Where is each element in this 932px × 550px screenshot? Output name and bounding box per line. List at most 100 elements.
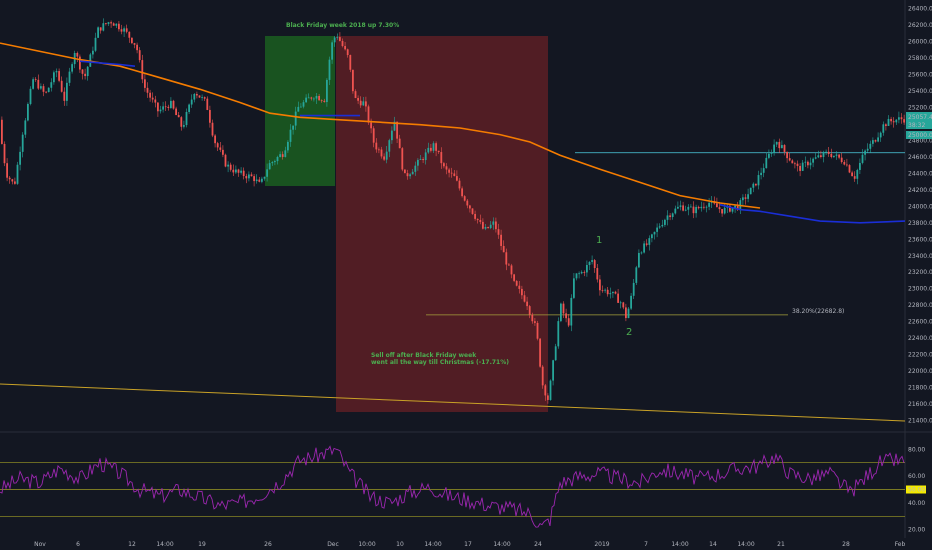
candle-body [513,274,515,281]
candle-body [479,220,482,222]
candle-body [643,243,645,253]
candle-body [848,165,851,173]
y-tick-label: 23200.0 [908,269,932,276]
y-tick-label: 22200.0 [908,352,932,359]
candle-body [144,79,146,88]
candle-body [729,205,731,212]
candle-body [385,151,388,160]
candle-body [640,252,643,254]
candle-body [794,163,796,165]
candle-body [752,183,755,188]
candle-body [677,206,679,209]
x-tick-label: 7 [644,541,648,548]
candle-body [492,221,495,225]
candle-body [55,71,58,73]
y-tick-label: 22000.0 [908,368,932,375]
candle-body [357,97,359,101]
candle-body [625,307,627,319]
candle-body [209,109,211,123]
candle-body [484,227,487,229]
candle-body [289,129,292,142]
candle-body [92,50,94,55]
candle-body [744,197,747,199]
candle-body [500,234,502,246]
candle-body [770,152,773,154]
candle-body [99,27,102,31]
y-tick-label: 25600.0 [908,71,932,78]
x-tick-label: 14 [709,541,717,548]
candle-body [201,97,203,98]
candle-body [112,23,115,26]
candle-body [874,140,877,142]
candle-body [830,153,833,157]
candle-body [648,238,651,245]
candle-body [297,106,300,112]
candle-body [284,150,287,157]
candle-body [762,168,765,173]
candle-body [791,160,794,164]
candle-body [560,303,562,322]
candle-body [375,142,378,150]
annotation-selloff-line1: Sell off after Black Friday week [371,352,477,359]
candle-body [71,64,73,72]
candle-body [359,100,362,106]
candle-body [214,135,216,144]
candle-body [255,179,258,182]
candle-body [19,151,21,165]
candle-body [240,170,242,173]
candle-body [328,59,331,80]
candle-body [138,50,141,61]
candle-body [892,121,895,123]
candle-body [474,213,476,219]
candle-body [487,227,489,229]
candle-body [578,273,580,275]
candle-body [125,28,128,32]
candle-body [684,209,687,211]
x-tick-label: 19 [198,541,206,548]
candle-body [6,163,8,178]
x-tick-label: 14:00 [493,541,510,548]
candle-body [422,159,424,161]
candle-body [781,145,783,149]
y-tick-label: 23800.0 [908,220,932,227]
candle-body [838,154,840,158]
candle-body [456,176,458,181]
candle-body [320,100,323,102]
candle-body [131,37,133,44]
candle-body [440,152,443,164]
candle-body [97,27,99,38]
candle-body [94,37,97,51]
candle-body [596,268,599,280]
candle-body [323,100,326,103]
candle-body [159,109,162,112]
candle-body [825,151,827,153]
candle-body [630,295,632,309]
candle-body [378,149,380,151]
candle-body [583,272,586,273]
y-tick-label: 22600.0 [908,319,932,326]
candle-body [900,117,903,120]
candle-body [24,120,27,135]
x-tick-label: 14:00 [156,541,173,548]
candle-body [445,166,448,170]
candle-body [651,234,653,239]
candle-body [326,79,328,103]
candle-body [788,158,791,161]
candle-body [703,206,705,208]
candle-body [248,174,250,179]
y-tick-label: 24600.0 [908,154,932,161]
candle-body [575,273,578,279]
candle-body [679,205,682,207]
candle-body [354,91,357,98]
candle-body [851,172,853,177]
countdown-label: 38:32 [908,122,925,129]
candle-body [336,37,339,38]
y-tick-label: 25400.0 [908,88,932,95]
candle-body [469,205,471,209]
candle-body [430,147,432,151]
candle-body [391,130,393,141]
candle-body [534,321,536,323]
candle-body [885,124,887,126]
candle-body [489,224,492,229]
